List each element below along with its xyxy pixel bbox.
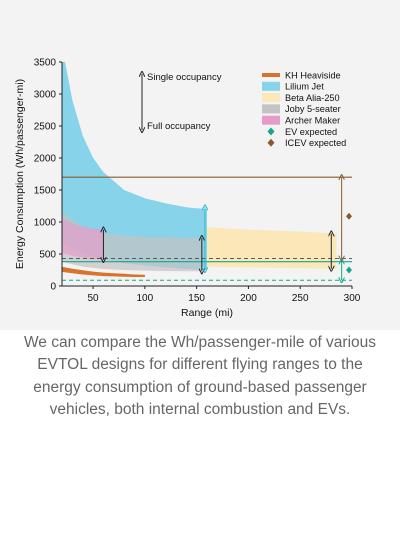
x-tick-label: 250 [292,293,309,304]
x-tick-label: 50 [88,293,100,304]
legend-beta-alia-250-label: Beta Alia-250 [285,93,340,103]
legend-archer-maker-swatch [262,115,280,125]
y-tick-label: 2000 [34,154,57,165]
occupancy-top-label: Single occupancy [147,72,222,83]
legend-ev-expected-label: EV expected [285,127,337,137]
legend-archer-maker-label: Archer Maker [285,116,340,126]
axes: 0 500 1000 1500 2000 2500 3000 3500 50 100 150 200 2… [34,58,361,305]
band-archer-maker [62,218,104,260]
legend-joby-5-seater-label: Joby 5-seater [285,104,341,114]
legend-ev-expected-marker [267,127,275,136]
legend-beta-alia-250-swatch [262,93,280,103]
ev-marker [346,266,352,274]
y-tick-label: 500 [39,250,56,261]
y-tick-label: 1500 [34,186,57,197]
legend-joby-5-seater-swatch [262,104,280,114]
x-axis-label: Range (mi) [181,307,233,319]
band-beta-alia-250 [207,227,337,269]
legend-lilium-jet-swatch [262,81,280,91]
y-axis-label: Energy Consumption (Wh/passenger-mi) [14,79,26,269]
icev-marker [346,212,352,220]
reference-lines [62,176,352,281]
y-tick-label: 0 [50,282,56,293]
legend-icev-expected-marker [267,138,275,147]
x-tick-label: 150 [188,293,205,304]
y-tick-label: 2500 [34,122,57,133]
y-tick-label: 1000 [34,218,57,229]
occupancy-annotation: Single occupancy Full occupancy [142,72,222,132]
y-tick-label: 3500 [34,58,57,69]
legend-icev-expected-label: ICEV expected [285,138,346,148]
range-arrows [103,177,341,280]
y-tick-label: 3000 [34,90,57,101]
band-kh-heaviside [62,266,145,277]
x-tick-label: 300 [344,293,361,304]
occupancy-bottom-label: Full occupancy [147,121,211,132]
x-tick-label: 200 [240,293,257,304]
x-tick-label: 100 [137,293,154,304]
chart-caption: We can compare the Wh/passenger-mile of … [23,334,377,419]
band-lilium-jet [62,62,207,270]
legend-lilium-jet-label: Lilium Jet [285,82,324,92]
legend-kh-heaviside-label: KH Heaviside [285,70,341,80]
chart-figure: 0 500 1000 1500 2000 2500 3000 3500 50 100 150 200 2… [0,0,400,330]
legend-kh-heaviside-swatch [262,73,280,77]
